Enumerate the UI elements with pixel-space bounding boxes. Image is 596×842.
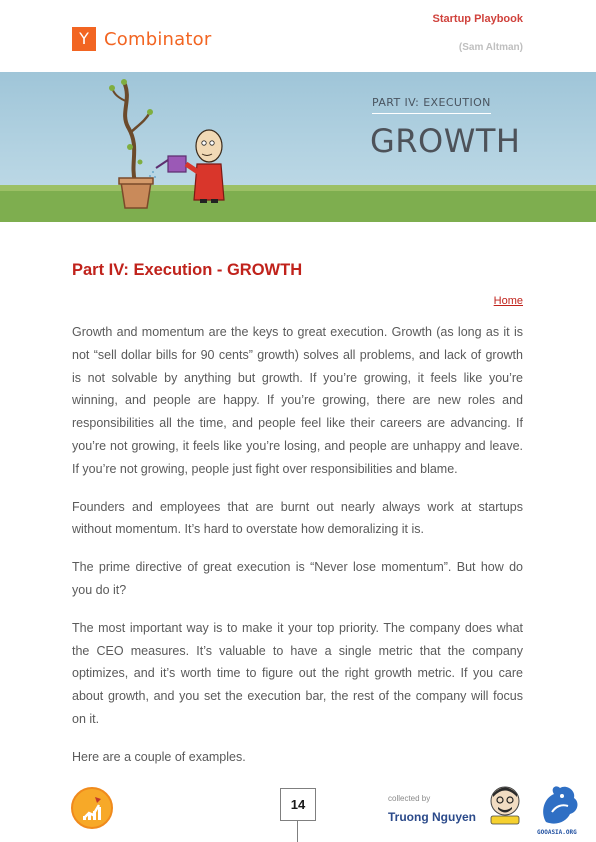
paragraph: Founders and employees that are burnt ou… <box>72 499 523 537</box>
paragraph: The most important way is to make it you… <box>72 620 523 726</box>
yc-logo-mark: Y <box>72 27 96 51</box>
yc-logo-text: Combinator <box>104 28 212 50</box>
article-body: Growth and momentum are the keys to grea… <box>72 321 523 784</box>
collector-name: Truong Nguyen <box>388 810 476 824</box>
banner-illustration <box>0 79 596 222</box>
collected-by-label: collected by <box>388 794 431 803</box>
yc-logo: Y Combinator <box>72 27 211 51</box>
page-number-line <box>297 821 298 842</box>
rocket-logo-icon <box>71 787 113 829</box>
banner-part-label: PART IV: EXECUTION <box>372 96 491 114</box>
chapter-banner: PART IV: EXECUTION GROWTH <box>0 72 596 222</box>
collector-avatar-icon <box>490 786 520 825</box>
page-title: Part IV: Execution - GROWTH <box>72 261 303 279</box>
gooasia-logo-text: GOOASIA.ORG <box>537 829 577 836</box>
gooasia-logo-icon <box>543 786 578 824</box>
home-link[interactable]: Home <box>493 295 523 307</box>
paragraph: The prime directive of great execution i… <box>72 560 523 597</box>
page-number: 14 <box>280 788 316 821</box>
doc-title: Startup Playbook <box>432 13 523 25</box>
paragraph: Growth and momentum are the keys to grea… <box>72 325 523 476</box>
banner-big-title: GROWTH <box>370 122 521 160</box>
paragraph: Here are a couple of examples. <box>72 749 246 764</box>
doc-author: (Sam Altman) <box>458 42 523 53</box>
